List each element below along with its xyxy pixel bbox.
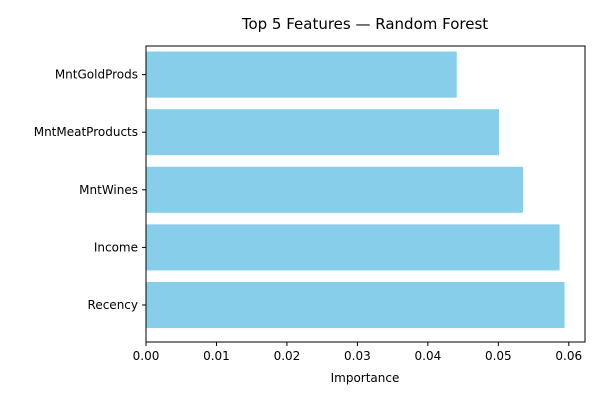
x-tick-label: 0.01 (203, 349, 230, 363)
chart-title: Top 5 Features — Random Forest (241, 15, 488, 33)
x-tick-label: 0.00 (133, 349, 160, 363)
y-tick-label: Income (94, 240, 138, 254)
bars-group (146, 51, 565, 329)
y-tick-label: Recency (88, 298, 138, 312)
x-axis-ticks: 0.00 0.01 0.02 0.03 0.04 0.05 0.06 (133, 342, 582, 363)
y-tick-label: MntGoldProds (55, 68, 138, 82)
x-tick-label: 0.02 (274, 349, 301, 363)
x-tick-label: 0.05 (485, 349, 512, 363)
y-axis-ticks: Recency Income MntWines MntMeatProducts MntG… (34, 68, 146, 312)
bar-income (146, 224, 560, 271)
x-tick-label: 0.03 (344, 349, 371, 363)
y-tick-label: MntMeatProducts (34, 125, 138, 139)
x-tick-label: 0.06 (555, 349, 582, 363)
x-tick-label: 0.04 (415, 349, 442, 363)
x-axis-label: Importance (331, 371, 400, 385)
bar-mntmeatproducts (146, 109, 500, 156)
y-tick-label: MntWines (79, 183, 138, 197)
bar-recency (146, 281, 565, 329)
bar-mntgoldprods (146, 51, 457, 98)
bar-mntwines (146, 166, 523, 213)
plot-frame (145, 45, 586, 343)
